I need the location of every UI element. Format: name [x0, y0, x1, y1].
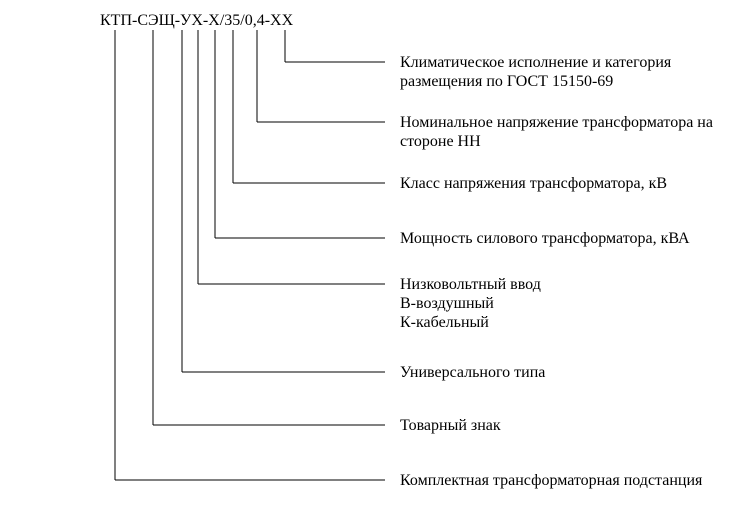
desc-4-line-2: К-кабельный [400, 313, 541, 332]
code-seg-4: -Х [203, 12, 220, 30]
desc-2-line-0: Класс напряжения трансформатора, кВ [400, 174, 667, 193]
code-seg-1: СЭЩ [137, 12, 174, 30]
desc-3: Мощность силового трансформатора, кВА [400, 229, 690, 248]
desc-5: Универсального типа [400, 363, 545, 382]
desc-7-line-0: Комплектная трансформаторная подстанция [400, 471, 702, 490]
desc-0: Климатическое исполнение и категорияразм… [400, 53, 671, 91]
desc-1-line-0: Номинальное напряжение трансформатора на [400, 113, 713, 132]
desc-0-line-1: размещения по ГОСТ 15150-69 [400, 72, 671, 91]
code-seg-6: /0,4 [240, 12, 264, 30]
desc-4-line-1: В-воздушный [400, 294, 541, 313]
code-seg-3: Х [191, 12, 203, 30]
desc-4: Низковольтный вводВ-воздушныйК-кабельный [400, 275, 541, 333]
desc-0-line-0: Климатическое исполнение и категория [400, 53, 671, 72]
code-seg-0: КТП- [100, 12, 137, 30]
desc-5-line-0: Универсального типа [400, 363, 545, 382]
desc-1: Номинальное напряжение трансформатора на… [400, 113, 713, 151]
desc-2: Класс напряжения трансформатора, кВ [400, 174, 667, 193]
desc-7: Комплектная трансформаторная подстанция [400, 471, 702, 490]
product-code: КТП- СЭЩ-У Х-Х/35/0,4-ХХ [100, 12, 293, 30]
desc-4-line-0: Низковольтный ввод [400, 275, 541, 294]
code-seg-5: /35 [220, 12, 240, 30]
desc-6: Товарный знак [400, 416, 501, 435]
code-seg-2: -У [175, 12, 192, 30]
desc-3-line-0: Мощность силового трансформатора, кВА [400, 229, 690, 248]
desc-1-line-1: стороне НН [400, 132, 713, 151]
desc-6-line-0: Товарный знак [400, 416, 501, 435]
code-seg-7: -ХХ [265, 12, 293, 30]
